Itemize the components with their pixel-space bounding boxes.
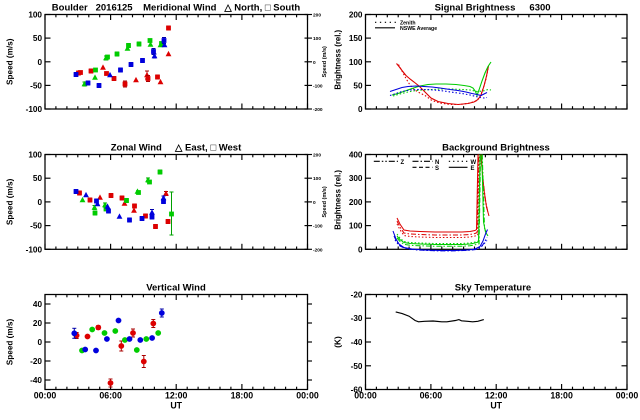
svg-text:-100: -100 <box>313 83 323 89</box>
svg-text:Speed (m/s): Speed (m/s) <box>322 46 328 77</box>
svg-text:0: 0 <box>313 60 316 66</box>
svg-text:(K): (K) <box>334 336 343 348</box>
svg-text:100: 100 <box>349 58 363 67</box>
svg-text:W: W <box>471 160 477 166</box>
svg-text:06:00: 06:00 <box>99 391 122 401</box>
svg-text:Signal Brightness: Signal Brightness <box>435 3 516 14</box>
svg-text:18:00: 18:00 <box>231 391 254 401</box>
svg-text:200: 200 <box>349 11 363 20</box>
svg-text:300: 300 <box>349 174 363 183</box>
svg-text:UT: UT <box>170 401 182 411</box>
svg-text:400: 400 <box>349 151 363 160</box>
svg-text:-50: -50 <box>30 81 42 90</box>
svg-text:0: 0 <box>313 200 316 206</box>
svg-text:-40: -40 <box>30 376 42 385</box>
svg-text:6300: 6300 <box>529 3 550 14</box>
svg-text:06:00: 06:00 <box>420 391 443 401</box>
svg-text:50: 50 <box>33 34 43 43</box>
svg-text:0: 0 <box>37 198 42 207</box>
svg-text:100: 100 <box>28 11 42 20</box>
svg-text:E: E <box>471 166 475 172</box>
svg-text:00:00: 00:00 <box>616 391 639 401</box>
svg-text:Brightness (rel.): Brightness (rel.) <box>334 29 343 89</box>
svg-text:18:00: 18:00 <box>550 391 573 401</box>
svg-text:-20: -20 <box>351 291 363 300</box>
svg-text:50: 50 <box>33 174 43 183</box>
svg-text:S: S <box>435 166 439 172</box>
svg-text:Speed (m/s): Speed (m/s) <box>6 178 15 225</box>
svg-text:200: 200 <box>313 153 321 159</box>
svg-text:20: 20 <box>33 319 43 328</box>
svg-text:100: 100 <box>349 222 363 231</box>
svg-text:0: 0 <box>358 105 363 114</box>
svg-text:-100: -100 <box>26 105 43 114</box>
svg-text:Speed (m/s): Speed (m/s) <box>6 319 15 366</box>
svg-text:-40: -40 <box>351 338 363 347</box>
svg-text:Zonal Wind △ East, □ West: Zonal Wind △ East, □ West <box>111 143 242 154</box>
svg-text:UT: UT <box>490 401 502 411</box>
svg-text:00:00: 00:00 <box>354 391 377 401</box>
svg-text:-50: -50 <box>30 222 42 231</box>
svg-text:-60: -60 <box>351 386 363 395</box>
svg-text:-30: -30 <box>351 314 363 323</box>
svg-text:200: 200 <box>313 13 321 19</box>
svg-text:Background Brightness: Background Brightness <box>442 143 550 154</box>
svg-text:Brightness (rel.): Brightness (rel.) <box>334 170 343 230</box>
svg-text:-100: -100 <box>26 245 43 254</box>
svg-text:0: 0 <box>37 58 42 67</box>
svg-text:Z: Z <box>401 160 405 166</box>
svg-text:150: 150 <box>349 34 363 43</box>
svg-text:Zenith: Zenith <box>400 21 416 27</box>
svg-text:100: 100 <box>313 36 321 42</box>
svg-text:-20: -20 <box>30 357 42 366</box>
svg-text:200: 200 <box>349 198 363 207</box>
svg-text:NSWE Average: NSWE Average <box>400 26 437 32</box>
svg-text:12:00: 12:00 <box>485 391 508 401</box>
svg-text:Speed (m/s): Speed (m/s) <box>6 38 15 85</box>
svg-text:-200: -200 <box>313 247 323 253</box>
svg-text:-200: -200 <box>313 107 323 113</box>
svg-text:00:00: 00:00 <box>34 391 57 401</box>
svg-text:100: 100 <box>28 151 42 160</box>
svg-text:40: 40 <box>33 300 43 309</box>
svg-text:0: 0 <box>358 245 363 254</box>
svg-text:Vertical Wind: Vertical Wind <box>146 283 206 294</box>
svg-text:0: 0 <box>37 338 42 347</box>
svg-text:N: N <box>435 160 439 166</box>
svg-text:50: 50 <box>353 81 363 90</box>
svg-text:-100: -100 <box>313 224 323 230</box>
svg-text:00:00: 00:00 <box>296 391 319 401</box>
svg-text:Boulder 2016125 Meridiona: Boulder 2016125 Meridional Wind △ North,… <box>52 3 301 14</box>
svg-text:-50: -50 <box>351 362 363 371</box>
svg-text:Speed (m/s): Speed (m/s) <box>322 186 328 217</box>
svg-text:Sky Temperature: Sky Temperature <box>455 283 531 294</box>
svg-text:100: 100 <box>313 176 321 182</box>
svg-text:12:00: 12:00 <box>165 391 188 401</box>
